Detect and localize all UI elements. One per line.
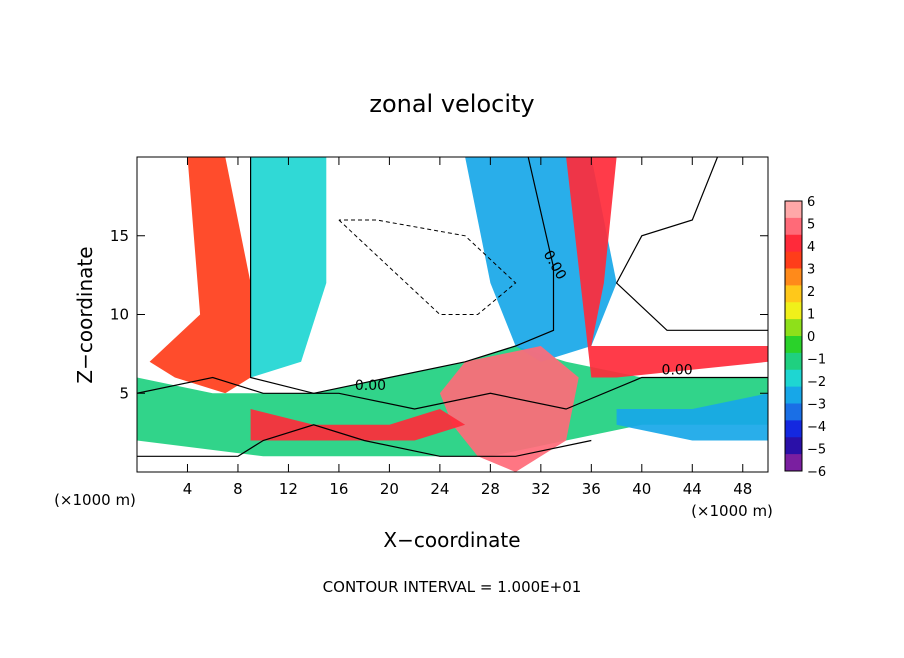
contour-line-3 [137, 424, 592, 457]
x-tick-label: 20 [380, 480, 399, 498]
colorbar-tick-label: −2 [807, 375, 826, 390]
colorbar-swatch [785, 336, 802, 354]
colorbar-tick-label: −5 [807, 443, 826, 458]
x-axis-ticks: 4 8 12 16 20 24 28 32 36 40 44 48 [183, 157, 752, 498]
colorbar-tick-label: 2 [807, 285, 815, 300]
y-tick-label: 5 [119, 384, 129, 402]
plot-area [137, 157, 768, 472]
x-tick-label: 24 [430, 480, 449, 498]
colorbar-frame [784, 200, 803, 472]
colorbar-swatch [785, 234, 802, 253]
contour-lines [137, 157, 768, 457]
contour-label: 0.00 [355, 378, 386, 394]
velocity-field [137, 157, 768, 472]
y-axis-label: Z−coordinate [73, 246, 97, 383]
x-tick-label: 32 [531, 480, 550, 498]
contour-interval-note: CONTOUR INTERVAL = 1.000E+01 [323, 578, 582, 596]
colorbar-tick-label: 6 [807, 195, 815, 210]
colorbar-tick-label: −1 [807, 353, 826, 368]
colorbar-swatch [785, 352, 802, 371]
x-unit-right: (×1000 m) [691, 502, 773, 520]
colorbar-tick-label: 1 [807, 308, 815, 323]
x-tick-label: 28 [481, 480, 500, 498]
y-tick-label: 15 [110, 227, 129, 245]
contour-line-4 [615, 157, 768, 331]
colorbar-swatch [785, 302, 802, 320]
field-band-left-low-warm [250, 409, 466, 441]
contour-line-negative [338, 219, 517, 315]
colorbar-tick-label: 5 [807, 218, 815, 233]
colorbar-tick-label: −4 [807, 420, 826, 435]
x-axis-label: X−coordinate [383, 528, 520, 552]
colorbar-swatch [785, 201, 802, 219]
colorbar-swatch [785, 369, 802, 388]
field-band-left-plume-core [250, 157, 327, 378]
field-band-left-plume [149, 157, 251, 394]
contour-line-2 [137, 376, 768, 410]
colorbar-swatch [785, 403, 802, 421]
colorbar-swatch [785, 319, 802, 337]
colorbar-swatch [785, 386, 802, 404]
colorbar-tick-label: −3 [807, 398, 826, 413]
contour-label: 0.00 [662, 362, 693, 378]
x-tick-label: 4 [183, 480, 193, 498]
field-band-center-warm [439, 346, 579, 472]
colorbar-tick-label: −6 [807, 465, 826, 480]
field-band-right-low-cool [616, 393, 768, 441]
chart-title: zonal velocity [369, 90, 534, 118]
colorbar: 6 5 4 3 2 1 0 −1 −2 −3 −4 −5 −6 [784, 195, 826, 480]
colorbar-swatch [785, 217, 802, 236]
colorbar-swatch [785, 454, 802, 472]
y-axis-ticks: 5 10 15 [110, 227, 768, 402]
colorbar-swatch [785, 420, 802, 438]
x-tick-label: 44 [683, 480, 702, 498]
colorbar-swatch [785, 285, 802, 303]
x-tick-label: 12 [279, 480, 298, 498]
x-tick-label: 16 [329, 480, 348, 498]
colorbar-tick-label: 3 [807, 263, 815, 278]
contour-line-1 [250, 157, 555, 394]
colorbar-swatch [785, 268, 802, 286]
y-tick-label: 10 [110, 306, 129, 324]
x-tick-label: 40 [632, 480, 651, 498]
x-tick-label: 36 [582, 480, 601, 498]
field-band-right-upper-warm [566, 157, 768, 378]
colorbar-tick-label: 0 [807, 330, 815, 345]
colorbar-tick-label: 4 [807, 240, 815, 255]
colorbar-swatch [785, 251, 802, 269]
colorbar-swatch [785, 437, 802, 455]
x-tick-label: 8 [233, 480, 243, 498]
x-tick-label: 48 [733, 480, 752, 498]
x-unit-left: (×1000 m) [54, 491, 136, 509]
